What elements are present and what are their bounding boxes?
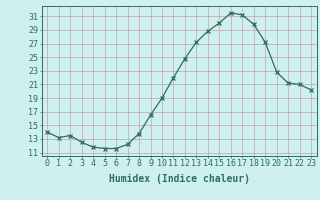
- X-axis label: Humidex (Indice chaleur): Humidex (Indice chaleur): [109, 174, 250, 184]
